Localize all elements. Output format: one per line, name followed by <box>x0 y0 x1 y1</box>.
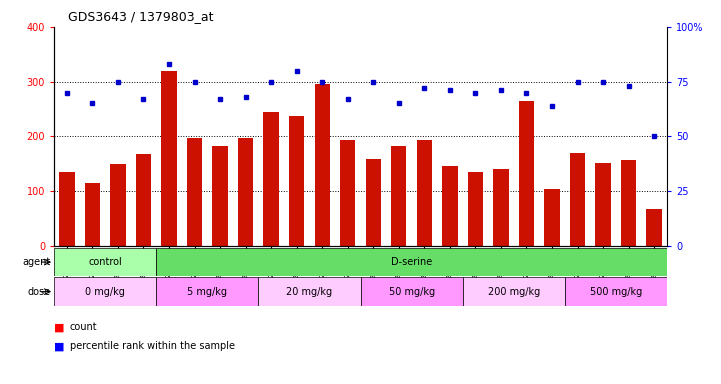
Bar <box>156 277 258 306</box>
Bar <box>596 162 611 246</box>
Bar <box>647 209 662 246</box>
Bar <box>187 138 202 246</box>
Bar <box>417 140 432 246</box>
Bar <box>213 146 228 246</box>
Text: D-serine: D-serine <box>391 257 432 267</box>
Text: count: count <box>70 322 97 332</box>
Text: dose: dose <box>27 286 50 297</box>
Text: 5 mg/kg: 5 mg/kg <box>187 286 227 297</box>
Bar <box>463 277 565 306</box>
Bar <box>391 146 407 246</box>
Text: ■: ■ <box>54 341 65 351</box>
Text: ■: ■ <box>54 322 65 332</box>
Bar <box>442 166 458 246</box>
Text: 20 mg/kg: 20 mg/kg <box>286 286 332 297</box>
Bar <box>156 248 667 276</box>
Bar <box>519 101 534 246</box>
Bar <box>565 277 667 306</box>
Bar <box>366 159 381 246</box>
Bar <box>289 116 304 246</box>
Text: control: control <box>88 257 122 267</box>
Text: 200 mg/kg: 200 mg/kg <box>487 286 540 297</box>
Text: GDS3643 / 1379803_at: GDS3643 / 1379803_at <box>68 10 214 23</box>
Bar <box>340 140 355 246</box>
Bar <box>136 154 151 246</box>
Bar <box>238 138 253 246</box>
Bar <box>493 169 508 246</box>
Text: 50 mg/kg: 50 mg/kg <box>389 286 435 297</box>
Bar <box>621 160 637 246</box>
Bar <box>314 84 329 246</box>
Bar <box>360 277 463 306</box>
Bar <box>110 164 125 246</box>
Bar <box>544 189 559 246</box>
Bar <box>54 248 156 276</box>
Bar <box>162 71 177 246</box>
Bar <box>263 112 279 246</box>
Bar <box>570 153 585 246</box>
Bar <box>468 172 483 246</box>
Text: 500 mg/kg: 500 mg/kg <box>590 286 642 297</box>
Text: 0 mg/kg: 0 mg/kg <box>85 286 125 297</box>
Bar <box>59 172 74 246</box>
Text: agent: agent <box>22 257 50 267</box>
Bar <box>258 277 360 306</box>
Bar <box>85 183 100 246</box>
Bar <box>54 277 156 306</box>
Text: percentile rank within the sample: percentile rank within the sample <box>70 341 235 351</box>
